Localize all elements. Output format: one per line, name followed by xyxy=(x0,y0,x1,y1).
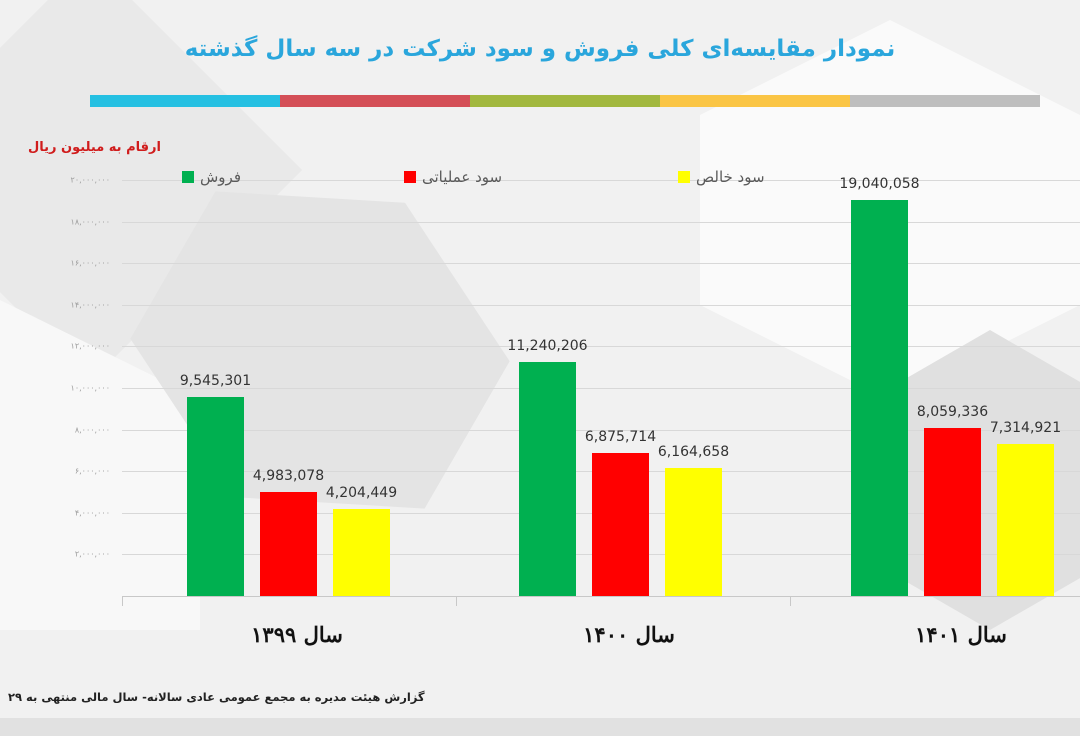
y-axis-tick-label: ۱۴,۰۰۰,۰۰۰ xyxy=(70,300,110,310)
stripe-segment xyxy=(850,95,1040,107)
y-axis-tick-label: ۱۰,۰۰۰,۰۰۰ xyxy=(70,383,110,393)
stripe-segment xyxy=(90,95,280,107)
stripe-segment xyxy=(470,95,660,107)
legend-swatch-icon xyxy=(404,171,416,183)
bar-sales xyxy=(519,362,576,596)
gridline xyxy=(122,180,1080,181)
bar-value-label: 4,983,078 xyxy=(252,468,325,485)
legend-swatch-icon xyxy=(182,171,194,183)
y-axis-tick-label: ۱۶,۰۰۰,۰۰۰ xyxy=(70,258,110,268)
y-axis-tick-label: ۸,۰۰۰,۰۰۰ xyxy=(74,425,110,435)
footer-text: گزارش هیئت مدیره به مجمع عمومی عادی سالا… xyxy=(8,690,425,704)
bar-value-label: 7,314,921 xyxy=(989,419,1062,436)
bar-operating-profit xyxy=(924,428,981,596)
legend-label: سود عملیاتی xyxy=(422,168,503,186)
bar-value-label: 8,059,336 xyxy=(916,404,989,421)
gridline xyxy=(122,388,1080,389)
y-axis-tick-label: ۱۸,۰۰۰,۰۰۰ xyxy=(70,217,110,227)
bar-value-label: 6,164,658 xyxy=(657,443,730,460)
legend-swatch-icon xyxy=(678,171,690,183)
bar-value-label: 11,240,206 xyxy=(507,338,588,355)
bar-net-profit xyxy=(665,467,722,596)
legend-label: فروش xyxy=(200,168,242,186)
x-category-label: سال ۱۴۰۱ xyxy=(915,622,1007,647)
stripe-segment xyxy=(280,95,470,107)
y-axis-tick-label: ۶,۰۰۰,۰۰۰ xyxy=(74,466,110,476)
stripe-segment xyxy=(660,95,850,107)
x-axis-tick xyxy=(790,596,791,606)
gridline xyxy=(122,221,1080,223)
bar-net-profit xyxy=(333,508,390,596)
bar-value-label: 4,204,449 xyxy=(325,484,398,501)
legend-item: سود عملیاتی xyxy=(404,168,502,186)
color-stripe xyxy=(90,95,1040,107)
y-axis-tick-label: ۲,۰۰۰,۰۰۰ xyxy=(74,549,110,559)
x-axis-line xyxy=(122,596,1080,597)
unit-label: ارقام به میلیون ریال xyxy=(28,140,161,155)
gridline xyxy=(122,429,1080,431)
bar-operating-profit xyxy=(260,492,317,596)
y-axis-tick-label: ۲۰,۰۰۰,۰۰۰ xyxy=(70,175,110,185)
gridline xyxy=(122,304,1080,306)
legend-label: سود خالص xyxy=(696,168,765,186)
bar-sales xyxy=(851,199,908,596)
y-axis-tick-label: ۱۲,۰۰۰,۰۰۰ xyxy=(70,341,110,351)
gridline xyxy=(122,263,1080,265)
legend-item: سود خالص xyxy=(678,168,765,186)
bar-value-label: 19,040,058 xyxy=(839,175,920,192)
gridline xyxy=(122,346,1080,348)
x-axis-tick xyxy=(122,596,123,606)
y-axis-tick-label: ۴,۰۰۰,۰۰۰ xyxy=(74,508,110,518)
legend-item: فروش xyxy=(182,168,241,186)
bar-value-label: 9,545,301 xyxy=(179,373,252,390)
bar-value-label: 6,875,714 xyxy=(584,428,657,445)
x-category-label: سال ۱۳۹۹ xyxy=(251,622,343,647)
bar-sales xyxy=(187,397,244,596)
x-axis-tick xyxy=(456,596,457,606)
bar-operating-profit xyxy=(592,452,649,596)
bottom-strip xyxy=(0,718,1080,736)
bar-net-profit xyxy=(997,443,1054,596)
chart-title: نمودار مقایسه‌ای کلی فروش و سود شرکت در … xyxy=(184,36,896,62)
x-category-label: سال ۱۴۰۰ xyxy=(583,622,675,647)
